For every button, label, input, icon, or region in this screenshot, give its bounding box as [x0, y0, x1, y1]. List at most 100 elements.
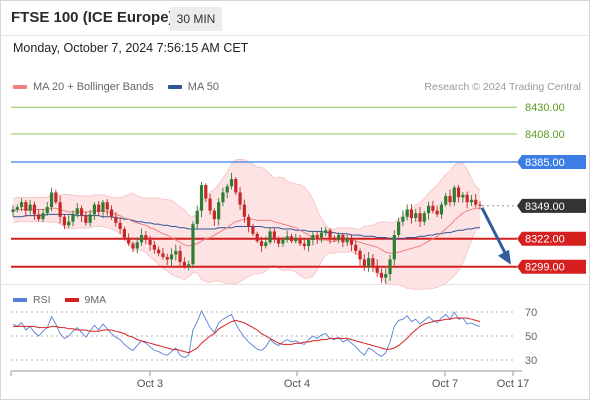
timeframe-badge[interactable]: 30 MIN: [170, 7, 222, 31]
rsi-tick-70: 70: [525, 307, 537, 319]
candle-body: [362, 259, 366, 267]
candle-body: [452, 187, 456, 203]
candle-body: [444, 196, 448, 205]
candle-body: [238, 192, 242, 205]
projection-arrow-shaft: [480, 207, 509, 258]
candle-body: [405, 209, 409, 217]
candle-body: [191, 224, 195, 265]
x-tick-label-Oct-4: Oct 4: [284, 378, 310, 390]
instrument-title: FTSE 100 (ICE Europe): [11, 9, 174, 26]
x-tick-label-Oct-7: Oct 7: [432, 378, 458, 390]
timestamp: Monday, October 7, 2024 7:56:15 AM CET: [13, 41, 249, 55]
candle-body: [178, 250, 182, 262]
candle-body: [139, 235, 144, 243]
candle-body: [465, 194, 469, 203]
projection-arrow: [480, 207, 511, 265]
candle-body: [461, 194, 465, 198]
bollinger-lower: [12, 221, 481, 290]
level-tag-8349.00: [517, 198, 586, 213]
candle-body: [247, 216, 251, 227]
candle-body: [152, 244, 156, 250]
candle-body: [49, 192, 54, 208]
candle-body: [255, 233, 259, 242]
candle-body: [379, 272, 384, 278]
candle-body: [182, 261, 186, 267]
candle-body: [328, 230, 332, 238]
level-label-8408.00: 8408.00: [525, 129, 565, 141]
candle-body: [221, 192, 225, 203]
x-tick-label-Oct-17: Oct 17: [497, 378, 529, 390]
candle-body: [79, 208, 84, 216]
rsi-tick-50: 50: [525, 331, 537, 343]
candle-body: [392, 235, 396, 260]
level-tag-8385.00: [517, 154, 586, 169]
candle-body: [435, 210, 439, 215]
candle-body: [294, 238, 298, 242]
price-levels: [11, 106, 517, 268]
candle-body: [114, 216, 118, 223]
candle-body: [371, 258, 375, 266]
candle-body: [337, 235, 341, 240]
candle-body: [212, 210, 216, 220]
candle-body: [169, 254, 174, 260]
level-label-8299.00: 8299.00: [525, 262, 565, 274]
candle-body: [384, 274, 388, 278]
candle-body: [67, 221, 71, 226]
level-tag-8299.00: [517, 259, 586, 274]
legend-label-ma50: MA 50: [187, 81, 219, 93]
candle-body: [165, 256, 169, 260]
candle-body: [144, 235, 148, 240]
header-divider: [0, 35, 590, 36]
level-label-8430.00: 8430.00: [525, 102, 565, 114]
candle-body: [401, 216, 405, 222]
candle-body: [388, 259, 392, 275]
candle-body: [418, 213, 422, 222]
candle-body: [478, 204, 482, 206]
rsi-tick-30: 30: [525, 355, 537, 367]
candle-body: [62, 216, 67, 226]
candle-body: [367, 258, 371, 267]
candle-body: [84, 215, 88, 223]
level-label-8349.00: 8349.00: [525, 201, 565, 213]
candle-body: [24, 202, 28, 211]
candle-body: [439, 204, 444, 215]
candle-body: [15, 207, 19, 210]
candle-body: [311, 235, 315, 240]
candle-body: [469, 199, 474, 203]
candle-body: [289, 236, 294, 242]
ma50-swatch: [167, 85, 182, 89]
x-tick-label-Oct-3: Oct 3: [137, 378, 163, 390]
x-axis: Oct 3 Oct 4 Oct 7 Oct 17: [10, 370, 529, 390]
candle-body: [409, 209, 414, 219]
level-labels: 8430.00 8408.00 8385.00 8349.00 8322.00 8299.…: [517, 102, 586, 274]
candle-body: [234, 179, 238, 193]
candle-body: [315, 235, 319, 238]
projection-arrow-head: [498, 249, 511, 265]
level-label-8385.00: 8385.00: [525, 157, 565, 169]
candle-body: [307, 239, 311, 247]
candle-body: [71, 214, 75, 222]
candle-body: [259, 241, 264, 247]
candle-body: [32, 204, 37, 215]
candle-body: [332, 237, 336, 240]
rsi-ma-line: [13, 317, 481, 354]
legend-item-ma20: MA 20 + Bollinger Bands: [13, 81, 154, 93]
candle-body: [101, 202, 105, 212]
legend-item-rsi-ma: 9MA: [64, 294, 107, 306]
candle-body: [302, 243, 306, 247]
candle-body: [157, 249, 161, 254]
candle-body: [88, 214, 92, 223]
candle-body: [358, 250, 362, 260]
candle-body: [58, 202, 62, 217]
chart-header: FTSE 100 (ICE Europe) 30 MIN: [0, 0, 590, 36]
candle-body: [345, 238, 349, 243]
legend-label-rsi-ma: 9MA: [84, 294, 107, 306]
candle-body: [298, 238, 302, 244]
candle-body: [97, 204, 101, 212]
candle-body: [375, 265, 379, 273]
rsi-ma-swatch: [64, 298, 79, 302]
legend-label-rsi: RSI: [33, 294, 51, 306]
candle-body: [195, 210, 199, 225]
candle-body: [414, 213, 418, 219]
